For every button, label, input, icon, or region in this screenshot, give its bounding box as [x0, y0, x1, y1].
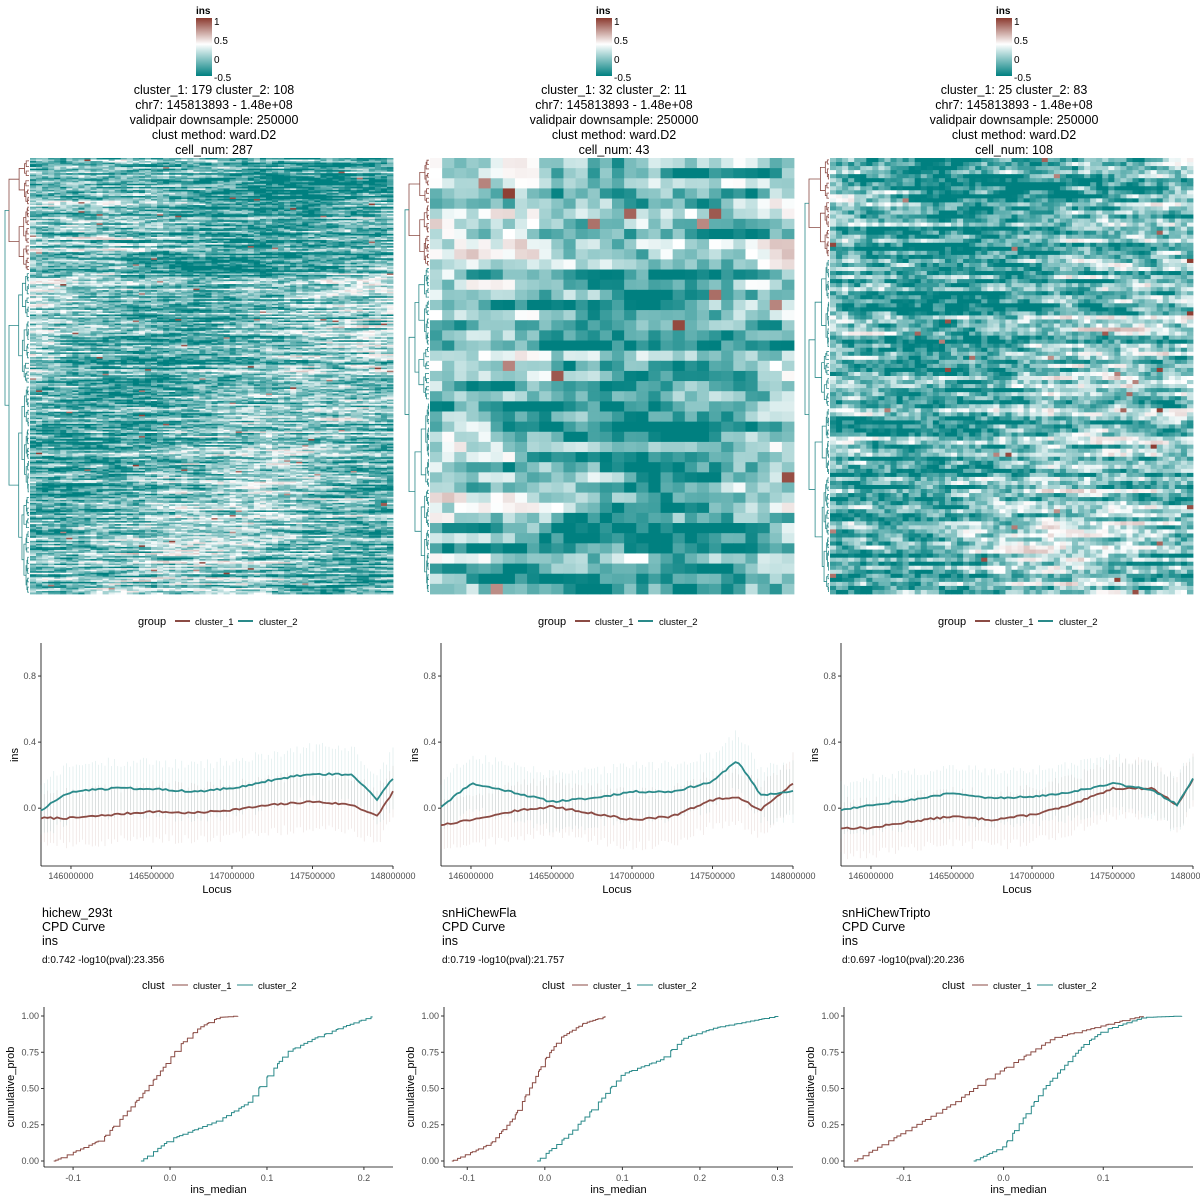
- legend-tick-label: 0.5: [214, 36, 228, 47]
- legend-tick-label: 0: [214, 55, 220, 66]
- heatmap-title-line: validpair downsample: 250000: [130, 113, 299, 127]
- color-scale-bar: [196, 18, 212, 76]
- heatmap-cells: [30, 158, 393, 594]
- legend-title: ins: [196, 6, 211, 17]
- legend-tick-label: 1: [214, 17, 220, 28]
- heatmap-title-line: cluster_1: 179 cluster_2: 108: [134, 83, 295, 97]
- heatmap-title-line: cell_num: 287: [175, 143, 253, 157]
- heatmap-title-line: clust method: ward.D2: [152, 128, 276, 142]
- heatmap-title-line: chr7: 145813893 - 1.48e+08: [135, 98, 292, 112]
